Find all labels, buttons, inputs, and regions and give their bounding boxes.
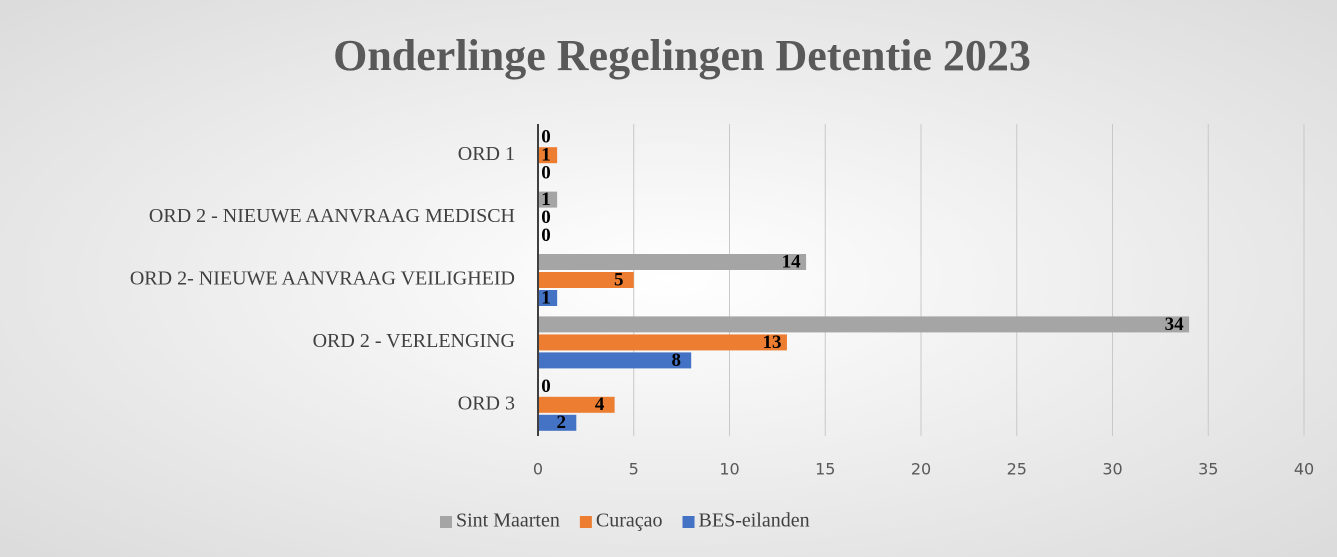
data-label: 2	[557, 412, 567, 433]
data-label: 4	[595, 394, 605, 415]
x-tick-label: 15	[815, 460, 835, 479]
bar	[538, 147, 558, 164]
bar	[538, 191, 558, 208]
data-label: 8	[671, 350, 681, 371]
x-tick-label: 25	[1007, 460, 1027, 479]
data-label: 14	[782, 251, 802, 272]
bar	[538, 316, 1190, 333]
category-label: ORD 2- NIEUWE AANVRAAG VEILIGHEID	[130, 268, 515, 290]
legend-label: Curaçao	[596, 510, 663, 532]
bar	[538, 334, 787, 351]
category-label: ORD 2 - VERLENGING	[313, 330, 515, 352]
chart-title: Onderlinge Regelingen Detentie 2023	[333, 31, 1031, 80]
data-label: 1	[541, 189, 551, 210]
bar	[538, 414, 577, 431]
x-tick-label: 10	[719, 460, 739, 479]
data-label: 13	[762, 332, 781, 353]
bar	[538, 254, 807, 270]
x-tick-label: 30	[1102, 460, 1122, 479]
bar	[538, 290, 558, 306]
data-label: 1	[541, 287, 551, 308]
data-label: 34	[1165, 314, 1185, 335]
legend-swatch	[440, 516, 452, 528]
x-tick-label: 0	[533, 460, 543, 479]
legend-label: Sint Maarten	[456, 510, 560, 532]
data-label: 1	[541, 145, 551, 166]
category-label: ORD 3	[458, 392, 515, 414]
data-label: 5	[614, 269, 624, 290]
x-tick-label: 35	[1198, 460, 1218, 479]
x-tick-label: 5	[629, 460, 639, 479]
data-label: 0	[541, 225, 551, 246]
legend-swatch	[579, 516, 592, 528]
data-label: 0	[541, 127, 551, 148]
x-tick-label: 40	[1294, 460, 1314, 479]
data-label: 0	[541, 376, 551, 397]
legend-label: BES-eilanden	[699, 510, 810, 532]
data-label: 0	[541, 163, 551, 184]
legend-swatch	[682, 516, 695, 528]
bar	[538, 352, 692, 369]
data-label: 0	[541, 207, 551, 228]
x-tick-label: 20	[911, 460, 931, 479]
category-label: ORD 2 - NIEUWE AANVRAAG MEDISCH	[149, 205, 515, 227]
bar	[538, 396, 615, 413]
category-label: ORD 1	[458, 143, 515, 165]
bar	[538, 272, 634, 288]
